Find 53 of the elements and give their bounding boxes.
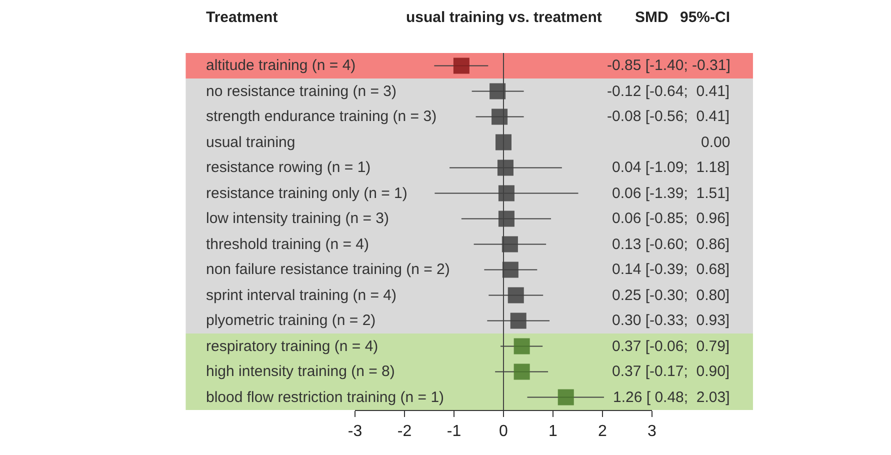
y-tick-label: strength endurance training (n = 3) (206, 108, 437, 125)
point (492, 108, 508, 125)
y-tick-label: sprint interval training (n = 4) (206, 287, 397, 304)
point (496, 134, 512, 150)
data-label: -0.85 [-1.40; -0.31] (607, 57, 730, 74)
point (558, 389, 574, 406)
point (514, 338, 530, 354)
data-label: 0.37 [-0.17; 0.90] (612, 363, 730, 380)
data-label: 0.13 [-0.60; 0.86] (612, 236, 730, 253)
data-label: -0.08 [-0.56; 0.41] (607, 108, 730, 125)
y-tick-label: high intensity training (n = 8) (206, 363, 395, 380)
y-tick-label: usual training (206, 134, 296, 151)
data-label: 0.37 [-0.06; 0.79] (612, 338, 730, 355)
y-tick-label: respiratory training (n = 4) (206, 338, 378, 355)
data-label: 0.06 [-1.39; 1.51] (612, 185, 730, 202)
y-tick-label: resistance rowing (n = 1) (206, 159, 371, 176)
text: usual training vs. treatment (406, 9, 602, 26)
x-tick-label: 0 (499, 423, 508, 440)
data-label: 0.04 [-1.09; 1.18] (612, 159, 730, 176)
x-tick-label: 2 (598, 423, 608, 440)
y-tick-label: non failure resistance training (n = 2) (206, 261, 450, 278)
point (514, 364, 530, 380)
x-tick-label: 3 (648, 423, 657, 440)
y-tick-label: resistance training only (n = 1) (206, 185, 408, 202)
point (453, 58, 470, 74)
point (498, 185, 514, 202)
x-tick-label: -1 (446, 423, 462, 440)
y-tick-label: low intensity training (n = 3) (206, 210, 390, 227)
point (508, 287, 524, 304)
text: Treatment (206, 9, 278, 26)
data-label: 0.14 [-0.39; 0.68] (612, 261, 730, 278)
y-tick-label: no resistance training (n = 3) (206, 83, 397, 100)
x-tick-label: 1 (548, 423, 558, 440)
y-tick-label: altitude training (n = 4) (206, 57, 356, 74)
point (510, 312, 526, 329)
data-label: 0.06 [-0.85; 0.96] (612, 210, 730, 227)
data-label: 0.30 [-0.33; 0.93] (612, 312, 730, 329)
data-label: 0.25 [-0.30; 0.80] (612, 287, 730, 304)
point (490, 83, 506, 100)
y-tick-label: threshold training (n = 4) (206, 236, 370, 253)
x-tick-label: -3 (348, 423, 362, 440)
text: 95%-CI (680, 9, 730, 26)
data-label: 1.26 [ 0.48; 2.03] (613, 389, 730, 406)
data-label: 0.00 (701, 134, 730, 151)
text: SMD (635, 9, 668, 26)
y-tick-label: plyometric training (n = 2) (206, 312, 376, 329)
x-tick-label: -2 (397, 423, 412, 440)
point (498, 210, 514, 227)
point (502, 262, 518, 278)
point (502, 236, 518, 252)
data-label: -0.12 [-0.64; 0.41] (607, 83, 730, 100)
point (497, 160, 514, 176)
y-tick-label: blood flow restriction training (n = 1) (206, 389, 444, 406)
